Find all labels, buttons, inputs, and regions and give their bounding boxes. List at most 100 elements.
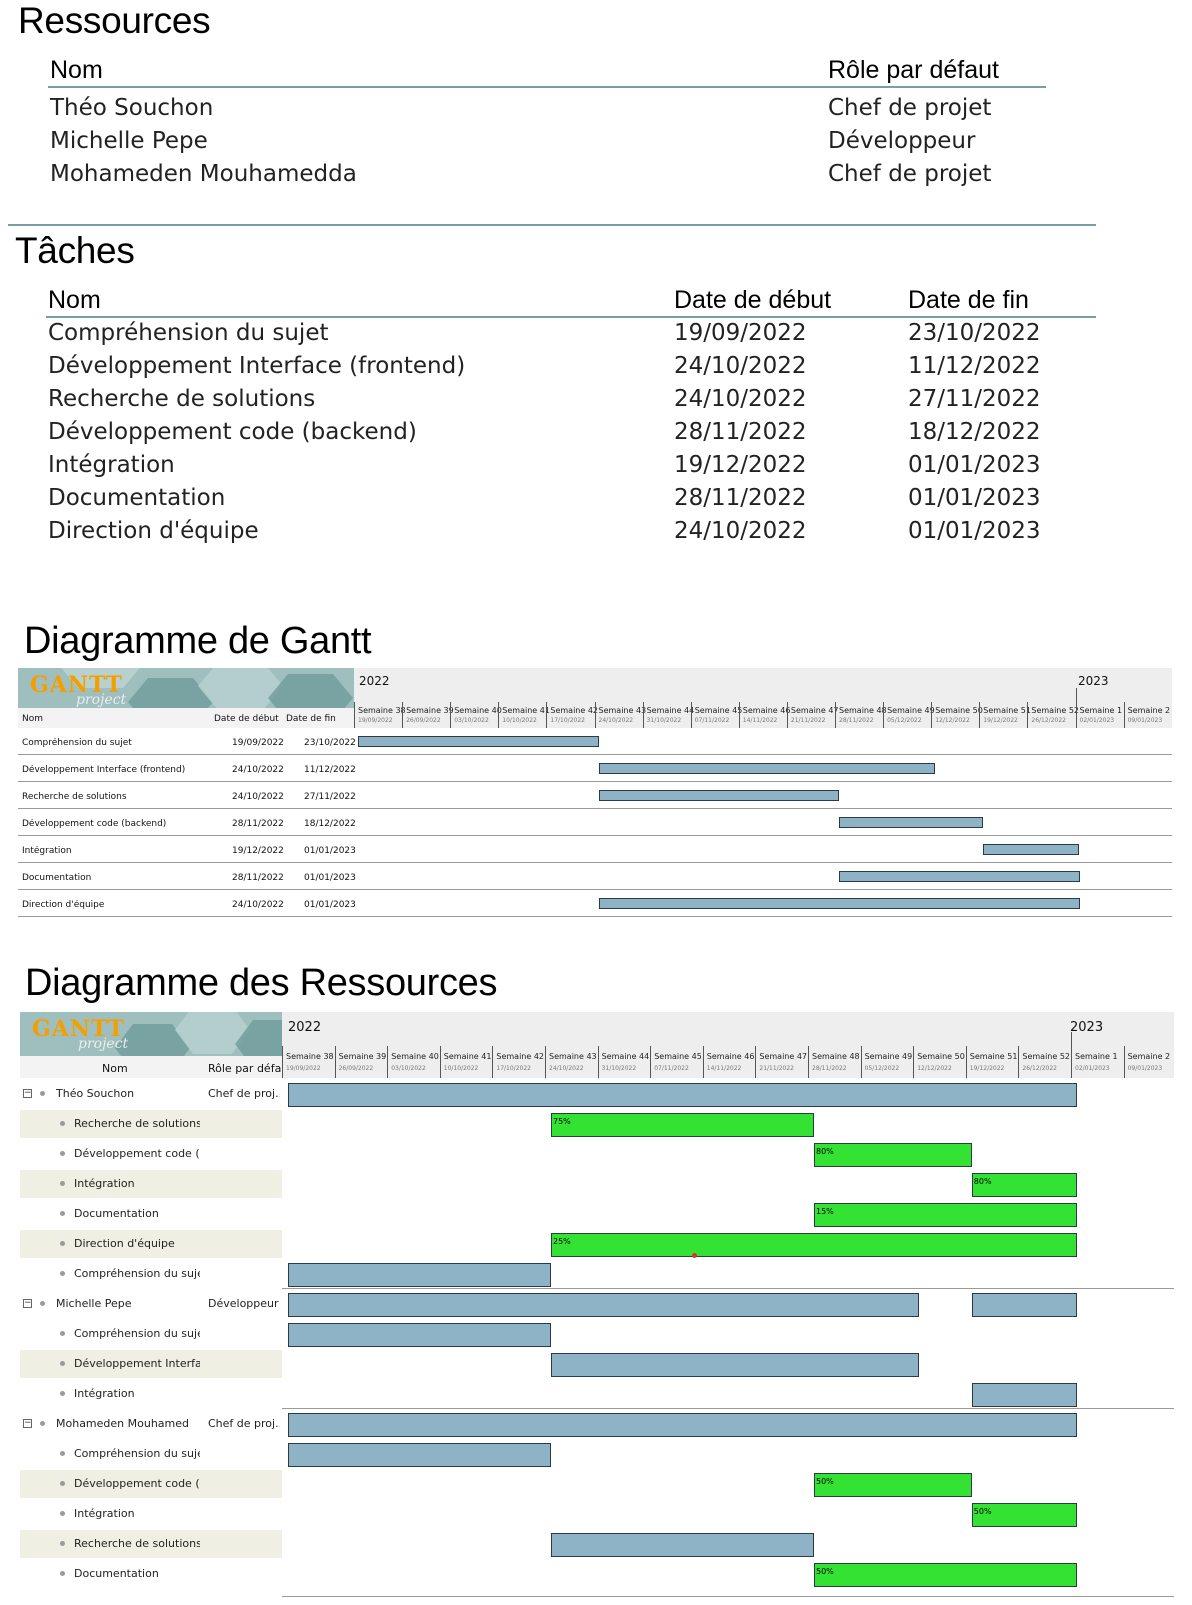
resource-timeline-header	[282, 1012, 1174, 1078]
gantt-bar	[598, 790, 839, 801]
week-label: Semaine 38	[286, 1052, 334, 1061]
task-end: 01/01/2023	[908, 485, 1041, 511]
resource-person-name: Mohameden Mouhamedda	[56, 1417, 188, 1430]
task-end: 01/01/2023	[908, 518, 1041, 544]
week-date: 26/09/2022	[338, 1065, 374, 1072]
task-bullet-icon	[60, 1391, 65, 1396]
week-label: Semaine 48	[839, 706, 887, 715]
task-start: 24/10/2022	[674, 353, 807, 379]
week-label: Semaine 42	[550, 706, 599, 715]
gantt-bar	[598, 763, 936, 774]
week-label: Semaine 46	[706, 1052, 755, 1061]
task-name: Développement code (backend)	[48, 419, 417, 445]
week-date: 19/12/2022	[983, 717, 1018, 724]
resource-header-name: Nom	[102, 1062, 128, 1075]
gantt-bar	[839, 817, 984, 828]
week-tick	[1123, 702, 1125, 728]
week-label: Semaine 43	[549, 1052, 597, 1061]
week-tick	[738, 702, 740, 728]
resource-task-name: Compréhension du sujet	[74, 1267, 200, 1280]
resource-group-line	[282, 1288, 1174, 1289]
resource-load-bar	[971, 1293, 1077, 1317]
week-date: 05/12/2022	[887, 717, 922, 724]
task-bullet-icon	[60, 1271, 65, 1276]
resource-person-role: Développeur	[208, 1297, 279, 1310]
task-bullet-icon	[60, 1481, 65, 1486]
resource-task-name: Documentation	[74, 1207, 159, 1220]
week-tick	[545, 1046, 546, 1078]
gantt-row-end: 23/10/2022	[304, 738, 356, 748]
collapse-toggle-icon[interactable]: −	[23, 1298, 32, 1308]
gantt-row-end: 01/01/2023	[304, 846, 356, 856]
week-tick	[282, 1046, 283, 1078]
task-bullet-icon	[60, 1181, 65, 1186]
resource-load-bar: 80%	[814, 1143, 972, 1167]
resource-name: Michelle Pepe	[50, 128, 208, 154]
week-tick	[755, 1046, 757, 1078]
collapse-toggle-icon[interactable]: −	[23, 1418, 32, 1428]
week-label: Semaine 49	[864, 1052, 913, 1061]
gantt-bar	[983, 844, 1080, 855]
week-label: Semaine 1	[1079, 706, 1123, 715]
week-date: 02/01/2023	[1075, 1065, 1110, 1072]
week-tick	[702, 1046, 704, 1078]
week-date: 28/11/2022	[812, 1065, 847, 1072]
gantt-row-end: 18/12/2022	[304, 819, 356, 829]
week-date: 24/10/2022	[549, 1065, 584, 1072]
gantt-row-end: 11/12/2022	[304, 765, 356, 775]
gantt-logo: GANTT project	[18, 668, 354, 708]
gantt-header-end: Date de fin	[286, 714, 336, 724]
week-tick	[1027, 702, 1029, 728]
resource-task-name: Intégration	[74, 1387, 135, 1400]
resources-title: Ressources	[18, 0, 211, 41]
week-label: Semaine 49	[887, 706, 935, 715]
week-tick	[402, 702, 404, 728]
task-end: 23/10/2022	[908, 320, 1041, 346]
gantt-row-name: Direction d'équipe	[22, 900, 105, 910]
week-label: Semaine 51	[969, 1052, 1018, 1061]
resource-role: Chef de projet	[828, 95, 992, 121]
week-label: Semaine 39	[406, 706, 454, 715]
person-bullet-icon	[40, 1091, 45, 1096]
resource-load-bar: 15%	[814, 1203, 1077, 1227]
week-tick	[690, 702, 692, 728]
resource-year-2023: 2023	[1070, 1020, 1104, 1035]
resource-role: Développeur	[828, 128, 976, 154]
resource-load-bar	[288, 1443, 551, 1467]
resource-load-bar	[288, 1263, 551, 1287]
gantt-row-name: Compréhension du sujet	[22, 738, 132, 748]
week-date: 07/11/2022	[694, 717, 730, 724]
week-tick	[450, 702, 452, 728]
resources-header-rule	[48, 86, 1046, 88]
cursor-marker	[692, 1253, 697, 1258]
collapse-toggle-icon[interactable]: −	[23, 1088, 32, 1098]
week-label: Semaine 48	[812, 1052, 860, 1061]
week-tick	[860, 1046, 862, 1078]
resources-header-role: Rôle par défaut	[828, 56, 999, 84]
task-end: 01/01/2023	[908, 452, 1041, 478]
resource-name: Théo Souchon	[50, 95, 214, 121]
task-bullet-icon	[60, 1151, 65, 1156]
resource-bottom-line	[282, 1596, 1174, 1597]
week-date: 09/01/2023	[1127, 717, 1163, 724]
logo-sub: project	[78, 1036, 129, 1052]
week-date: 17/10/2022	[550, 717, 585, 724]
week-date: 26/12/2022	[1022, 1065, 1057, 1072]
week-label: Semaine 2	[1127, 1052, 1171, 1061]
resource-header-bg	[20, 1056, 282, 1078]
gantt-row-start: 24/10/2022	[232, 900, 284, 910]
task-bullet-icon	[60, 1451, 65, 1456]
week-tick	[1018, 1046, 1020, 1078]
week-tick	[1123, 1046, 1125, 1078]
logo-word: GANTT	[30, 672, 123, 698]
resource-person-name: Théo Souchon	[56, 1087, 135, 1100]
task-bullet-icon	[60, 1361, 65, 1366]
week-tick	[965, 1046, 967, 1078]
gantt-header-start: Date de début	[214, 714, 279, 724]
week-label: Semaine 46	[742, 706, 791, 715]
week-label: Semaine 43	[598, 706, 647, 715]
resource-person-role: Chef de proj...	[208, 1087, 280, 1100]
gantt-row-line	[18, 781, 1172, 782]
week-tick	[597, 1046, 599, 1078]
resource-load-bar: 80%	[971, 1173, 1077, 1197]
